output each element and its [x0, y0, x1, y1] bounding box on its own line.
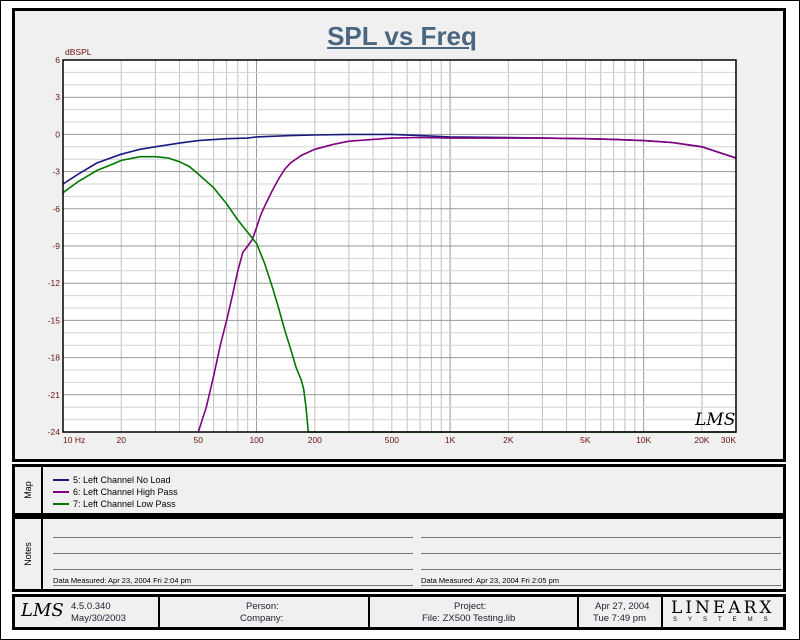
note-measured-right: Data Measured: Apr 23, 2004 Fri 2:05 pm: [421, 576, 559, 585]
footer-bar: LMS 4.5.0.340 May/30/2003 Person: Compan…: [12, 594, 786, 630]
linearx-sub: SYSTEMS: [673, 617, 779, 623]
lms-logo: LMS: [21, 600, 64, 621]
footer-company: Company:: [240, 613, 284, 624]
y-tick-label: 0: [55, 129, 60, 139]
note-line: [421, 537, 781, 538]
x-tick-label: 5K: [580, 435, 591, 445]
footer-project-cell: Project: File: ZX500 Testing.lib: [370, 597, 579, 627]
note-line: [421, 569, 781, 570]
x-tick-label: 500: [385, 435, 399, 445]
footer-version-date: May/30/2003: [71, 613, 126, 624]
footer-date: Apr 27, 2004: [595, 601, 650, 612]
note-line: [421, 585, 781, 586]
series-line-6: [197, 136, 737, 433]
y-tick-label: -21: [48, 390, 61, 400]
y-tick-label: -12: [48, 278, 61, 288]
legend-item-low-pass: 7: Left Channel Low Pass: [53, 499, 176, 509]
footer-brand-cell: LINEARX SYSTEMS: [663, 597, 783, 627]
x-tick-label: 2K: [503, 435, 514, 445]
legend-swatch-no-load: [53, 479, 69, 481]
note-measured-left: Data Measured: Apr 23, 2004 Fri 2:04 pm: [53, 576, 191, 585]
note-line: [421, 553, 781, 554]
legend-label-low-pass: 7: Left Channel Low Pass: [73, 499, 176, 509]
legend-item-high-pass: 6: Left Channel High Pass: [53, 487, 178, 497]
y-tick-label: -24: [48, 427, 61, 437]
footer-person: Person:: [246, 601, 279, 612]
x-tick-label: 50: [194, 435, 204, 445]
chart-title: SPL vs Freq: [327, 21, 477, 51]
y-tick-label: -6: [52, 204, 60, 214]
x-tick-label: 200: [308, 435, 322, 445]
legend-side-label: Map: [15, 467, 43, 513]
y-tick-label: -3: [52, 167, 60, 177]
y-tick-label: -9: [52, 241, 60, 251]
y-tick-label: 6: [55, 55, 60, 65]
lms-watermark: LMS: [694, 410, 735, 430]
y-tick-label: -18: [48, 353, 61, 363]
note-line: [53, 585, 413, 586]
plot-frame: [62, 59, 737, 433]
x-tick-label: 20K: [694, 435, 709, 445]
legend-item-no-load: 5: Left Channel No Load: [53, 475, 171, 485]
legend-label-high-pass: 6: Left Channel High Pass: [73, 487, 178, 497]
linearx-logo: LINEARX: [671, 598, 775, 618]
footer-person-cell: Person: Company:: [160, 597, 370, 627]
x-tick-label: 1K: [445, 435, 456, 445]
legend-panel: Map 5: Left Channel No Load 6: Left Chan…: [12, 464, 786, 516]
legend-swatch-low-pass: [53, 503, 69, 505]
x-tick-label: 100: [249, 435, 263, 445]
footer-date-cell: Apr 27, 2004 Tue 7:49 pm: [579, 597, 663, 627]
x-tick-label: 10 Hz: [63, 435, 85, 445]
legend-label: Map: [23, 481, 33, 499]
notes-label: Notes: [23, 542, 33, 566]
series-line-7: [62, 155, 310, 433]
plot-area: 6 3 0 -3 -6 -9 -12 -15 -18 -21 -24 dBSPL 10 Hz 20 50 10…: [48, 47, 737, 445]
notes-side-label: Notes: [15, 519, 43, 589]
note-line: [53, 537, 413, 538]
notes-panel: Notes Data Measured: Apr 23, 2004 Fri 2:…: [12, 516, 786, 592]
x-tick-label: 10K: [636, 435, 651, 445]
footer-file: File: ZX500 Testing.lib: [422, 613, 516, 624]
y-tick-label: 3: [55, 92, 60, 102]
note-line: [53, 553, 413, 554]
footer-version-cell: LMS 4.5.0.340 May/30/2003: [15, 597, 160, 627]
footer-day-time: Tue 7:49 pm: [593, 613, 646, 624]
legend-label-no-load: 5: Left Channel No Load: [73, 475, 171, 485]
x-tick-label: 20: [117, 435, 127, 445]
footer-version: 4.5.0.340: [71, 601, 111, 612]
x-tick-label: 30K: [721, 435, 736, 445]
legend-swatch-high-pass: [53, 491, 69, 493]
note-line: [53, 569, 413, 570]
y-tick-label: -15: [48, 315, 61, 325]
y-axis-label: dBSPL: [65, 47, 92, 57]
footer-project: Project:: [454, 601, 487, 612]
